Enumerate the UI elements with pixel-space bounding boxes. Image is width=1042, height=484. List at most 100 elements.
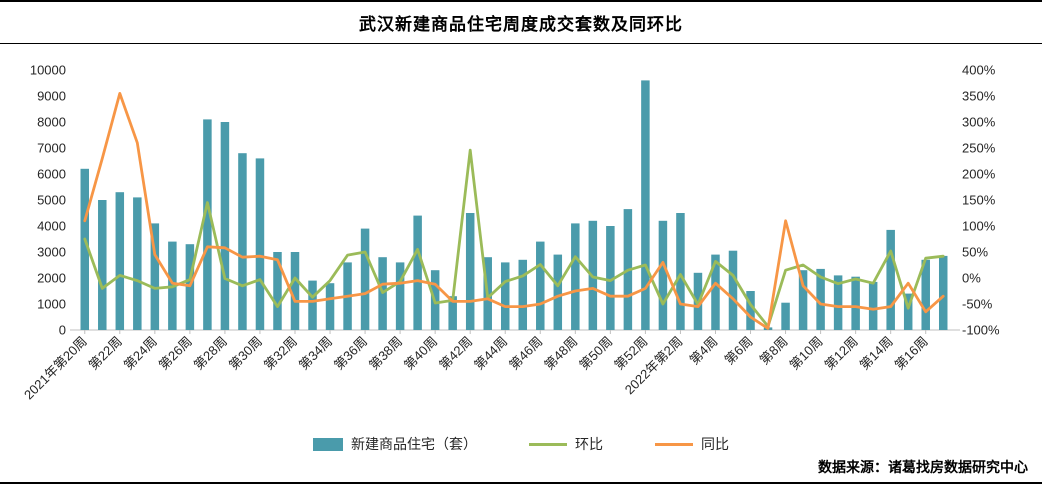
right-axis-label: 300% [962, 115, 996, 130]
x-axis-label: 第10周 [786, 334, 825, 373]
x-axis-label: 第4周 [686, 334, 720, 368]
x-axis-label: 第14周 [857, 334, 896, 373]
legend-bar-label: 新建商品住宅（套） [351, 436, 477, 452]
bar [360, 228, 370, 330]
bar [518, 259, 528, 330]
left-axis-label: 8000 [37, 115, 66, 130]
right-axis-label: 200% [962, 167, 996, 182]
bar [536, 241, 545, 330]
bar [851, 276, 860, 330]
bar [641, 80, 650, 331]
chart-area: 0 1000 2000 3000 4000 5000 6000 7000 8000 9000 100… [0, 44, 1042, 428]
x-axis-label: 第40周 [401, 334, 440, 373]
left-axis-label: 7000 [37, 141, 66, 156]
x-axis-label: 第36周 [331, 334, 370, 373]
legend: 新建商品住宅（套） 环比 同比 [0, 434, 1042, 454]
bar [816, 268, 825, 330]
bar [150, 223, 160, 330]
bar [448, 296, 457, 330]
x-axis-label: 第50周 [576, 334, 615, 373]
x-axis-label: 第24周 [121, 334, 160, 373]
right-axis-label: -100% [962, 323, 1000, 338]
x-axis-label: 第30周 [226, 334, 265, 373]
x-axis-label: 第38周 [366, 334, 405, 373]
bar [308, 280, 317, 330]
bar [325, 283, 335, 330]
bar [290, 252, 300, 330]
bar [781, 302, 790, 330]
bar [711, 254, 720, 330]
bar [746, 291, 755, 330]
yoy-line [83, 92, 945, 330]
bar [238, 153, 247, 330]
bar [133, 197, 142, 330]
bar [921, 259, 930, 330]
bar [115, 192, 125, 330]
bar [553, 254, 563, 330]
bar [606, 226, 615, 330]
x-axis-label: 第42周 [436, 334, 475, 373]
legend-item-mom: 环比 [529, 434, 603, 454]
x-axis-label: 第32周 [261, 334, 300, 373]
right-axis-label: 250% [962, 141, 996, 156]
bar [395, 262, 405, 330]
left-axis-label: 5000 [37, 193, 66, 208]
right-axis-label: 150% [962, 193, 996, 208]
combo-chart-svg: 0 1000 2000 3000 4000 5000 6000 7000 8000 9000 100… [21, 63, 1000, 403]
left-axis-label: 0 [59, 323, 66, 338]
x-axis-label: 2021年第20周 [21, 334, 90, 403]
x-axis-label: 第28周 [191, 334, 230, 373]
x-axis-label: 第6周 [722, 334, 756, 368]
bar [255, 158, 265, 330]
bar [273, 252, 282, 330]
left-axis-label: 1000 [37, 297, 66, 312]
x-axis-label: 第48周 [541, 334, 580, 373]
mom-line [83, 148, 945, 328]
bar [868, 281, 878, 330]
right-axis-label: 100% [962, 219, 996, 234]
legend-bar-swatch [313, 437, 343, 451]
right-axis-label: -50% [962, 297, 993, 312]
bar [220, 122, 230, 330]
bar [571, 223, 580, 330]
legend-yoy-swatch [655, 442, 693, 446]
left-axis-label: 4000 [37, 219, 66, 234]
x-axis-label: 第22周 [86, 334, 125, 373]
legend-yoy-label: 同比 [701, 436, 729, 452]
bar [413, 215, 422, 330]
left-axis-label: 10000 [30, 63, 66, 78]
left-axis-label: 2000 [37, 271, 66, 286]
legend-mom-swatch [529, 442, 567, 446]
chart-title: 武汉新建商品住宅周度成交套数及同环比 [0, 2, 1042, 44]
x-axis-label: 第12周 [822, 334, 861, 373]
left-axis-label: 6000 [37, 167, 66, 182]
data-source: 数据来源：诸葛找房数据研究中心 [818, 459, 1028, 475]
right-axis-label: 400% [962, 63, 996, 78]
bar [903, 293, 913, 330]
right-axis-label: 0% [962, 271, 981, 286]
bar [938, 255, 948, 330]
legend-mom-label: 环比 [575, 436, 603, 452]
left-axis-label: 3000 [37, 245, 66, 260]
left-axis-label: 9000 [37, 89, 66, 104]
right-axis-label: 50% [962, 245, 988, 260]
x-axis-label: 第26周 [156, 334, 195, 373]
x-axis-label: 第46周 [506, 334, 545, 373]
bar [98, 200, 107, 330]
bar [80, 168, 90, 330]
bar [728, 250, 738, 330]
bar [465, 213, 475, 330]
x-axis-label: 第16周 [892, 334, 931, 373]
bar [833, 275, 843, 330]
bar [676, 213, 685, 330]
bar [203, 119, 212, 331]
x-axis-label: 第34周 [296, 334, 335, 373]
legend-item-bar: 新建商品住宅（套） [313, 434, 477, 454]
legend-item-yoy: 同比 [655, 434, 729, 454]
bar [500, 262, 510, 330]
x-axis-label: 第44周 [471, 334, 510, 373]
bar [798, 270, 808, 330]
right-axis-label: 350% [962, 89, 996, 104]
bar [658, 220, 668, 330]
